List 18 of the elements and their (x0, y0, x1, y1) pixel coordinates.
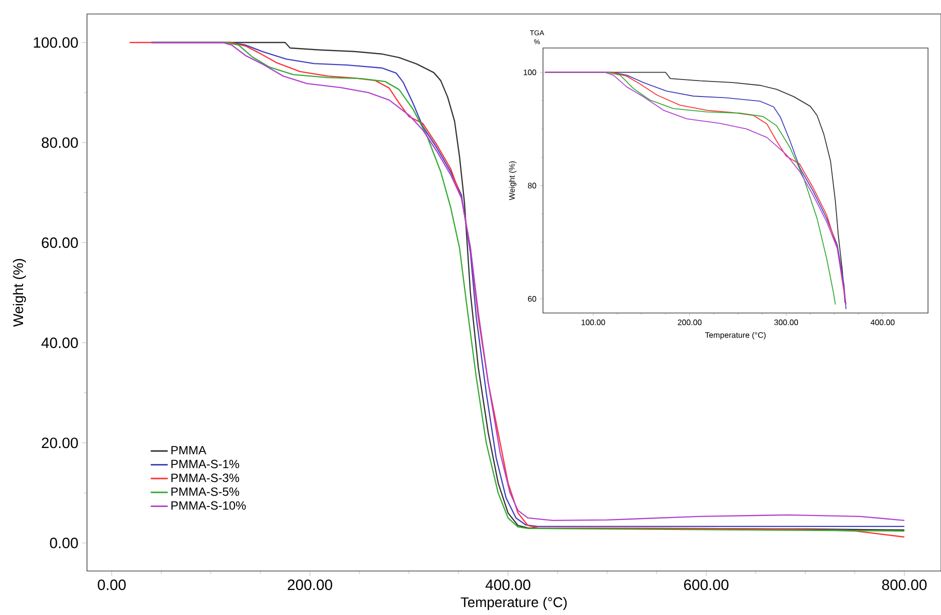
legend-label: PMMA-S-3% (171, 474, 240, 482)
legend-label: PMMA-S-5% (171, 487, 240, 496)
x-tick-label: 200.00 (288, 580, 332, 590)
y-tick-label: 20.00 (42, 438, 78, 448)
legend-label: PMMA-S-1% (171, 460, 240, 468)
y-axis-title: Weight (%) (12, 259, 26, 327)
x-tick-label: 400.00 (486, 580, 530, 590)
legend-label: PMMA (171, 446, 206, 454)
x-axis-title: Temperature (°C) (460, 596, 567, 610)
y-tick-label: 80.00 (42, 137, 78, 148)
y-tick-label: 60.00 (42, 237, 78, 248)
y-tick-label: 100.00 (34, 37, 78, 48)
x-tick-label: 600.00 (684, 580, 728, 590)
y-tick-label: 0.00 (50, 538, 78, 548)
x-tick-label: 0.00 (98, 580, 126, 590)
y-tick-label: 40.00 (41, 338, 78, 348)
legend-label: PMMA-S-10% (171, 501, 246, 510)
x-tick-label: 800.00 (882, 580, 927, 590)
